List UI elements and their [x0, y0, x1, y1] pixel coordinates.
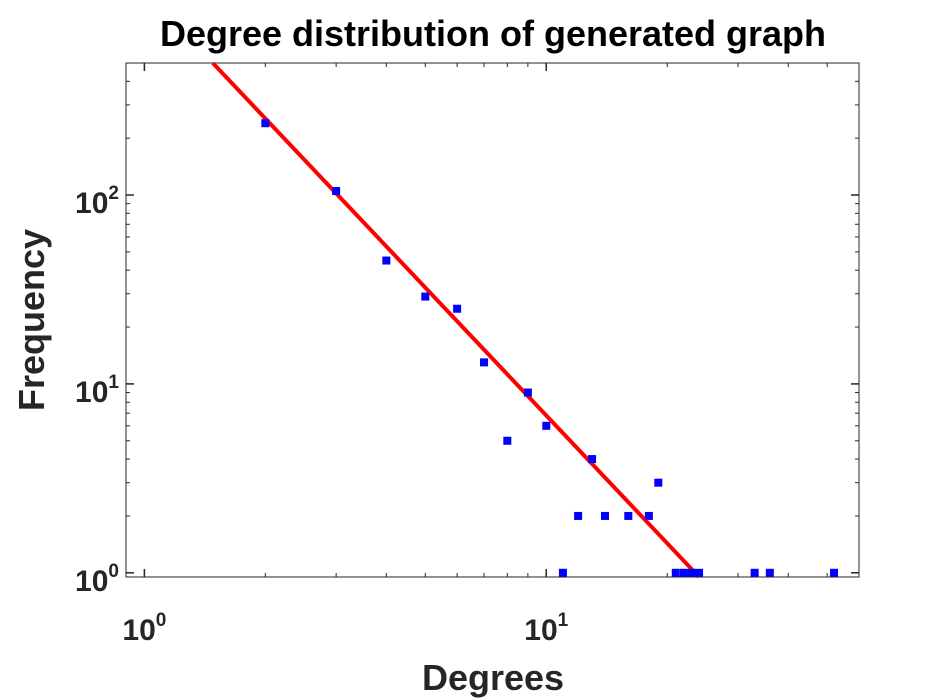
- x-tick-label: 101: [524, 610, 568, 647]
- plot-area: [125, 62, 860, 578]
- data-point: [480, 358, 489, 367]
- data-point: [574, 511, 583, 520]
- data-point: [332, 187, 341, 196]
- data-point: [558, 568, 567, 577]
- data-point: [503, 436, 512, 445]
- data-point: [750, 568, 759, 577]
- data-point: [830, 568, 839, 577]
- data-point: [695, 568, 704, 577]
- data-point: [453, 304, 462, 313]
- data-point: [687, 568, 696, 577]
- data-point: [644, 511, 653, 520]
- y-axis-label: Frequency: [11, 229, 52, 411]
- y-tick-label: 100: [75, 561, 119, 598]
- y-axis-ticks: 100 101 102: [75, 183, 859, 598]
- data-point: [542, 421, 551, 430]
- series-layer: [211, 61, 839, 579]
- data-point: [523, 388, 532, 397]
- chart-title: Degree distribution of generated graph: [160, 13, 826, 54]
- y-tick-label: 102: [75, 183, 119, 220]
- data-point: [261, 119, 270, 128]
- x-tick-label: 100: [122, 610, 166, 647]
- data-point: [765, 568, 774, 577]
- data-point: [624, 511, 633, 520]
- data-point: [421, 292, 430, 301]
- data-point: [588, 455, 597, 464]
- data-point: [654, 478, 663, 487]
- x-axis-label: Degrees: [422, 657, 564, 698]
- data-point: [671, 568, 680, 577]
- data-point: [679, 568, 688, 577]
- y-tick-label: 101: [75, 372, 119, 409]
- fit-line: [211, 61, 701, 579]
- x-minor-ticks: [143, 63, 860, 577]
- x-axis-ticks: 100 101: [122, 63, 569, 647]
- data-point: [382, 256, 391, 265]
- data-point: [600, 511, 609, 520]
